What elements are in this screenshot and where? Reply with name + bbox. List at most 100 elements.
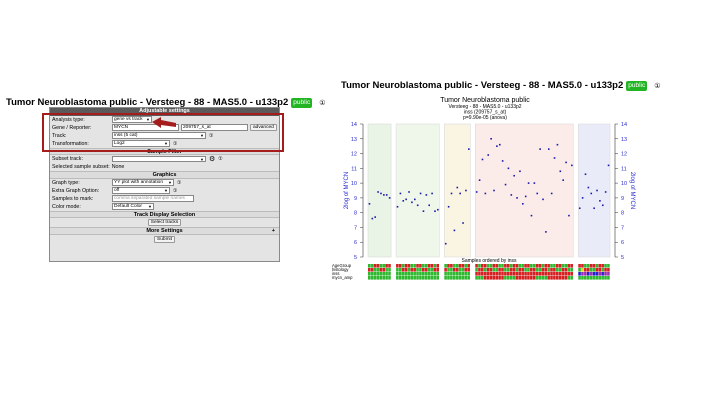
track-select[interactable]: inss (5 cat) ▼ bbox=[112, 132, 206, 139]
extra-option-select[interactable]: off ▼ bbox=[112, 187, 170, 194]
annotation-cell bbox=[570, 268, 573, 272]
annotation-cell bbox=[495, 272, 499, 276]
data-point bbox=[383, 194, 385, 196]
more-settings-header[interactable]: More Settings + bbox=[50, 227, 279, 235]
annotation-cell bbox=[413, 272, 416, 276]
data-point bbox=[539, 148, 541, 150]
submit-button[interactable]: Submit bbox=[154, 235, 175, 243]
graphics-header[interactable]: Graphics bbox=[50, 171, 279, 179]
left-tick-label: 7 bbox=[354, 225, 357, 231]
annotation-cell bbox=[433, 264, 437, 268]
chart-xlabel: Samples ordered by inss bbox=[461, 258, 517, 264]
annotation-cell bbox=[452, 264, 456, 268]
track-display-header[interactable]: Track Display Selection bbox=[50, 210, 279, 218]
data-point bbox=[553, 157, 556, 159]
reporter-input[interactable]: 209757_s_at bbox=[181, 124, 248, 131]
annotation-cell bbox=[450, 264, 453, 268]
annotation-cell bbox=[444, 264, 447, 268]
annotation-cell bbox=[544, 264, 548, 268]
annotation-cell bbox=[584, 272, 587, 276]
annotation-cell bbox=[422, 264, 425, 268]
data-point bbox=[437, 208, 439, 211]
annotation-cell bbox=[458, 272, 462, 276]
data-point bbox=[601, 204, 604, 207]
transformation-row: Transformation: Log2 ▼ ① bbox=[50, 140, 279, 148]
graph-type-select[interactable]: YY plot with annotation ▼ bbox=[112, 179, 174, 186]
color-mode-select[interactable]: Default Color ▼ bbox=[112, 203, 154, 210]
annotation-cell bbox=[483, 272, 487, 276]
left-tick-label: 8 bbox=[354, 211, 357, 217]
annotation-cell bbox=[512, 264, 516, 268]
annotation-cell bbox=[489, 268, 493, 272]
graph-type-info-icon[interactable]: ① bbox=[177, 179, 182, 186]
annotation-cell bbox=[501, 276, 504, 280]
annotation-cell bbox=[398, 268, 402, 272]
right-tick-label: 13 bbox=[621, 137, 627, 143]
annotation-cell bbox=[444, 272, 447, 276]
data-point bbox=[593, 207, 595, 210]
annotation-cell bbox=[458, 276, 462, 280]
extra-option-info-icon[interactable]: ① bbox=[173, 187, 178, 194]
annotation-cell bbox=[416, 276, 419, 280]
annotation-cell bbox=[447, 276, 450, 280]
group-band bbox=[578, 123, 611, 258]
data-point bbox=[422, 210, 425, 212]
annotation-cell bbox=[564, 264, 568, 268]
samples-mark-input[interactable]: comma separated sample names bbox=[112, 195, 194, 202]
annotation-cell bbox=[553, 264, 556, 268]
annotation-cell bbox=[506, 272, 510, 276]
annotation-cell bbox=[436, 268, 440, 272]
right-tick-label: 8 bbox=[621, 211, 624, 217]
annotation-cell bbox=[509, 272, 513, 276]
annotation-cell bbox=[407, 276, 411, 280]
transformation-info-icon[interactable]: ① bbox=[173, 140, 178, 147]
annotation-cell bbox=[521, 268, 524, 272]
right-tick-label: 12 bbox=[621, 152, 627, 158]
annotation-cell bbox=[444, 268, 447, 272]
highlight-box bbox=[42, 113, 284, 152]
annotation-cell bbox=[401, 276, 405, 280]
color-mode-label: Color mode: bbox=[52, 203, 81, 210]
annotation-cell bbox=[427, 268, 431, 272]
annotation-cell bbox=[416, 272, 419, 276]
right-info-icon[interactable]: ① bbox=[654, 82, 661, 90]
adjustable-settings-header: Adjustable settings bbox=[50, 108, 279, 116]
annotation-cell bbox=[570, 272, 573, 276]
data-point bbox=[478, 179, 481, 181]
left-info-icon[interactable]: ① bbox=[319, 99, 326, 107]
data-point bbox=[411, 201, 413, 204]
annotation-cell bbox=[538, 264, 542, 268]
annotation-cell bbox=[544, 272, 548, 276]
annotation-cell bbox=[467, 268, 470, 272]
track-row: Track: inss (5 cat) ▼ ① bbox=[50, 132, 279, 140]
subset-info-icon[interactable]: ① bbox=[218, 156, 223, 162]
extra-option-value: off bbox=[114, 188, 120, 193]
annotation-cell bbox=[564, 272, 568, 276]
data-point bbox=[547, 148, 550, 150]
annotation-cell bbox=[452, 272, 456, 276]
select-tracks-button[interactable]: Select tracks bbox=[147, 219, 182, 226]
subset-track-select[interactable]: ▼ bbox=[112, 155, 206, 163]
data-point bbox=[584, 173, 587, 176]
transformation-select[interactable]: Log2 ▼ bbox=[112, 140, 170, 147]
track-info-icon[interactable]: ① bbox=[209, 132, 214, 139]
selected-subset-label: Selected sample subset: bbox=[52, 164, 110, 170]
gene-input[interactable]: MYCN bbox=[112, 124, 179, 131]
analysis-type-select[interactable]: gene vs track ▼ bbox=[112, 116, 152, 123]
gear-icon[interactable]: ⚙ bbox=[209, 156, 216, 163]
advanced-button[interactable]: advanced bbox=[250, 124, 277, 131]
yy-plot: Tumor Neuroblastoma public Versteeg - 88 … bbox=[330, 94, 640, 289]
annotation-track-label: AgeGroup bbox=[332, 263, 352, 268]
annotation-cell bbox=[601, 264, 604, 268]
left-tick-label: 5 bbox=[354, 255, 357, 261]
expand-plus-icon[interactable]: + bbox=[271, 228, 275, 234]
data-point bbox=[513, 174, 515, 177]
annotation-cell bbox=[461, 268, 465, 272]
data-point bbox=[599, 200, 601, 202]
annotation-cell bbox=[532, 264, 536, 268]
annotation-cell bbox=[370, 264, 374, 268]
annotation-cell bbox=[541, 272, 545, 276]
annotation-cell bbox=[486, 276, 490, 280]
annotation-cell bbox=[407, 272, 411, 276]
annotation-cell bbox=[550, 264, 553, 268]
